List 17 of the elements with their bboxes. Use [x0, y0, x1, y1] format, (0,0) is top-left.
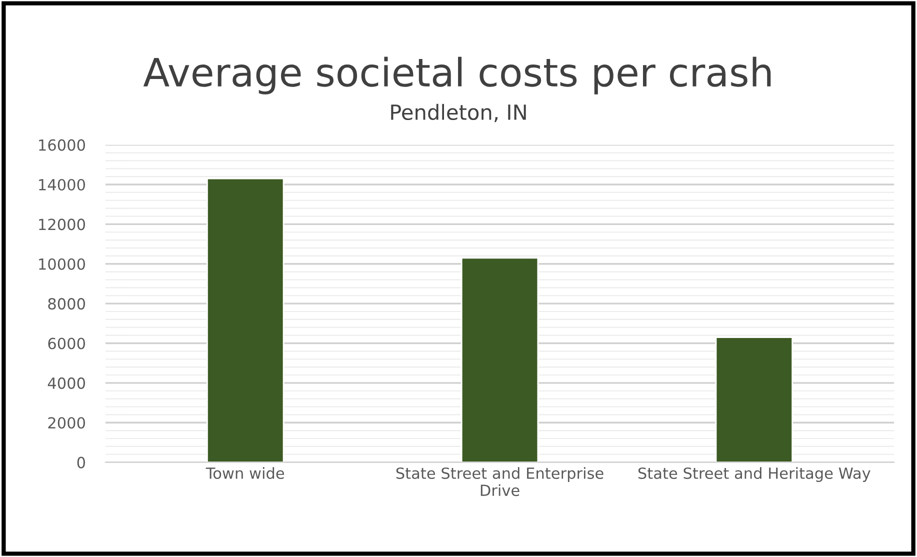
- x-tick-label: Town wide: [206, 467, 284, 479]
- y-tick-label: 2000: [48, 417, 85, 429]
- chart-subtitle: Pendleton, IN: [391, 104, 526, 122]
- x-tick-label: State Street and Enterprise Drive: [396, 467, 604, 496]
- y-tick-label: 6000: [48, 338, 85, 350]
- y-tick-label: 4000: [48, 377, 85, 389]
- y-tick-label: 0: [77, 456, 85, 468]
- bar: [206, 178, 284, 462]
- y-tick-label: 12000: [39, 218, 85, 230]
- y-tick-label: 10000: [39, 258, 85, 270]
- chart-title: Average societal costs per crash: [143, 56, 771, 94]
- y-tick-label: 14000: [39, 178, 85, 191]
- bar: [460, 257, 539, 462]
- bar: [715, 336, 794, 462]
- y-tick-label: 16000: [39, 139, 85, 151]
- y-tick-label: 8000: [48, 298, 85, 310]
- x-tick-label: State Street and Heritage Way: [638, 467, 870, 482]
